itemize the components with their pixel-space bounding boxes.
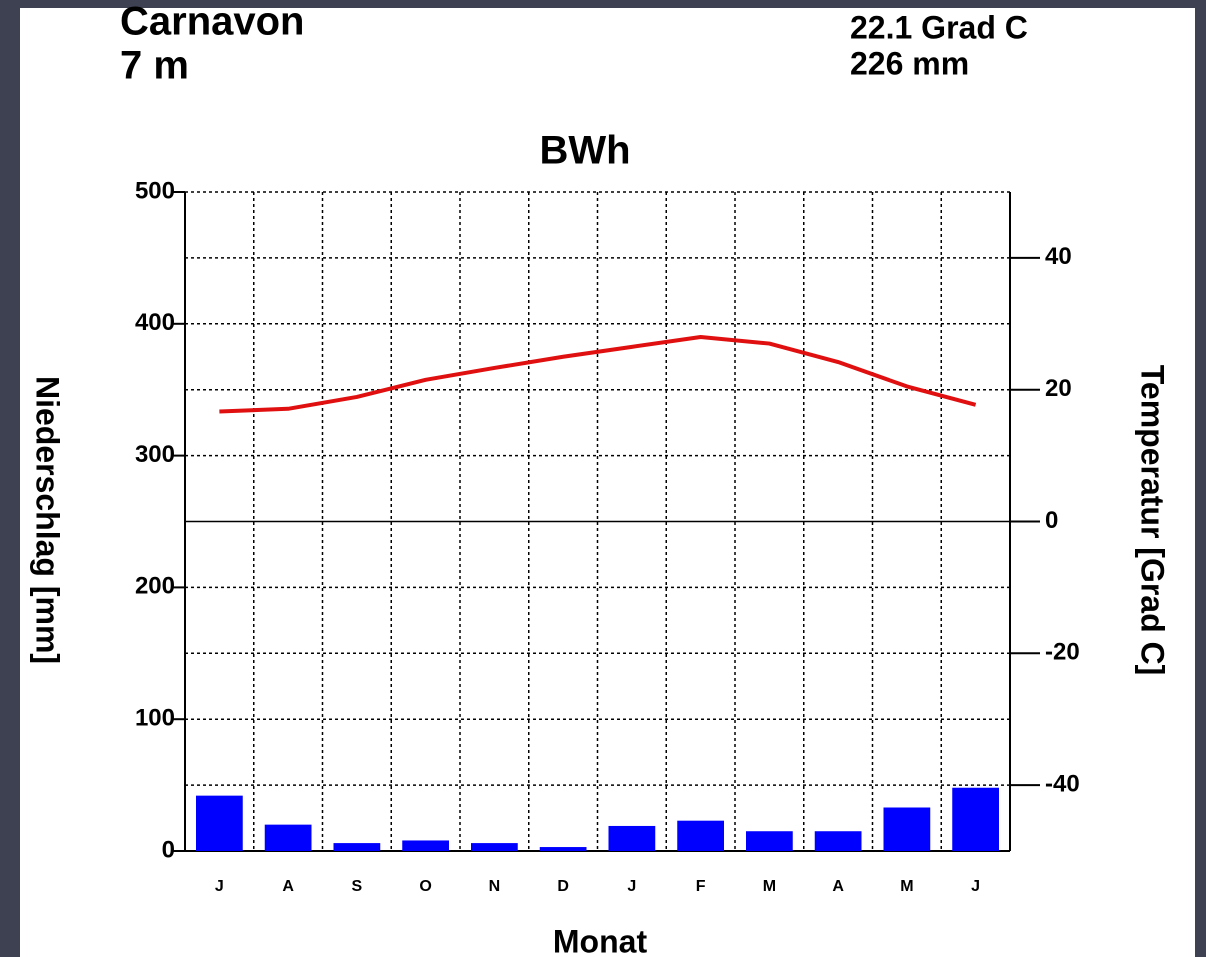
y-tick-label: 0 <box>162 836 175 863</box>
x-tick-label: F <box>696 878 706 895</box>
x-tick-label: S <box>352 878 363 895</box>
y-axis-label: Niederschlag [mm] <box>30 376 66 664</box>
bar <box>471 843 518 851</box>
bar <box>608 825 656 851</box>
x-tick-label: N <box>489 878 501 895</box>
bar <box>333 843 381 851</box>
bar <box>196 795 243 851</box>
y2-tick-label: 40 <box>1045 243 1072 270</box>
x-tick-label: M <box>763 878 776 895</box>
bar <box>814 831 862 851</box>
station: Carnavon <box>120 0 305 44</box>
x-tick-label: J <box>971 878 980 895</box>
bar <box>539 847 587 851</box>
bar <box>883 807 931 851</box>
x-axis-label: Monat <box>553 923 648 957</box>
y-tick-label: 100 <box>135 705 175 732</box>
bar <box>264 824 312 851</box>
bar <box>677 820 724 851</box>
annual-precipitation: 226 mm <box>850 45 969 81</box>
x-tick-label: J <box>627 878 636 895</box>
y2-tick-label: -20 <box>1045 639 1080 666</box>
y2-tick-label: 0 <box>1045 507 1058 534</box>
bar <box>746 831 793 851</box>
x-tick-label: A <box>832 878 844 895</box>
elevation: 7 m <box>120 44 189 88</box>
y2-tick-label: -40 <box>1045 770 1080 797</box>
y-tick-label: 200 <box>135 573 175 600</box>
mean-temperature: 22.1 Grad C <box>850 9 1028 45</box>
y-tick-label: 400 <box>135 309 175 336</box>
x-tick-label: O <box>419 878 431 895</box>
bar <box>402 840 449 851</box>
y2-tick-label: 20 <box>1045 375 1072 402</box>
x-tick-label: A <box>282 878 294 895</box>
y2-axis-label: Temperatur [Grad C] <box>1135 365 1171 676</box>
x-tick-label: M <box>900 878 913 895</box>
x-tick-label: D <box>557 878 569 895</box>
temperature-line <box>219 334 977 414</box>
bar <box>952 787 999 851</box>
y-tick-label: 300 <box>135 441 175 468</box>
x-tick-label: J <box>215 878 224 895</box>
y-tick-label: 500 <box>135 177 175 204</box>
chart-title: BWh <box>539 129 630 173</box>
